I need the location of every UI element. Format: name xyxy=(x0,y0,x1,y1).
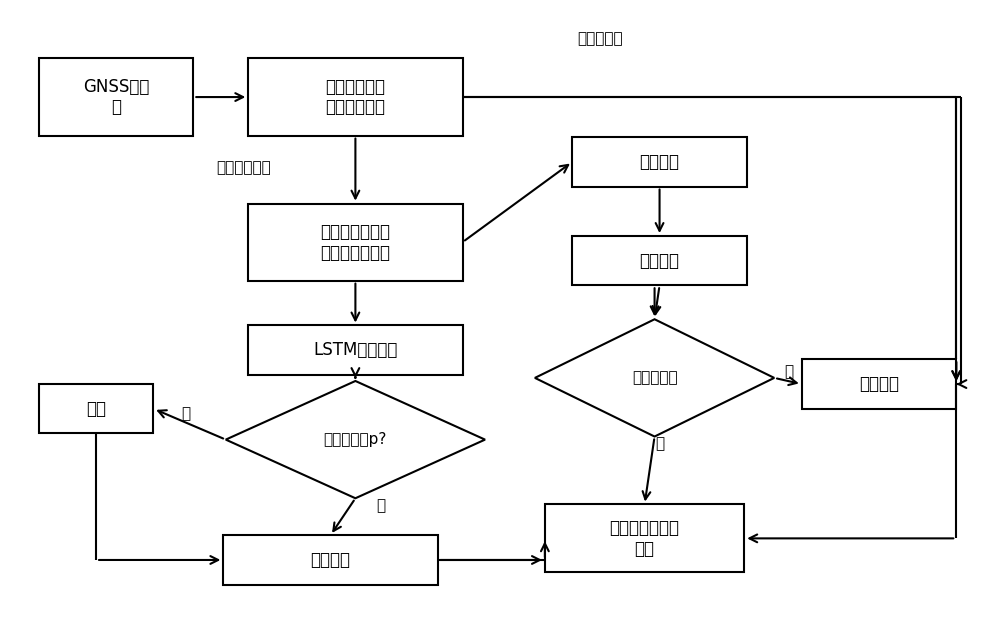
Text: 载波相位特征提
取及数据预处理: 载波相位特征提 取及数据预处理 xyxy=(320,223,390,262)
Text: LSTM神经网络: LSTM神经网络 xyxy=(313,341,398,359)
FancyBboxPatch shape xyxy=(39,384,153,433)
FancyBboxPatch shape xyxy=(248,203,463,281)
FancyBboxPatch shape xyxy=(248,326,463,375)
Text: 载波相位信息: 载波相位信息 xyxy=(216,161,271,175)
Text: 周跳修复: 周跳修复 xyxy=(859,375,899,393)
FancyBboxPatch shape xyxy=(545,505,744,572)
Text: 否: 否 xyxy=(376,498,385,513)
Text: 周跳探测: 周跳探测 xyxy=(640,252,680,270)
Polygon shape xyxy=(226,381,485,498)
FancyBboxPatch shape xyxy=(572,137,747,187)
Text: 输出载波相位测
量值: 输出载波相位测 量值 xyxy=(610,519,680,558)
FancyBboxPatch shape xyxy=(572,236,747,285)
Text: 处理次数为p?: 处理次数为p? xyxy=(324,432,387,447)
Text: 是: 是 xyxy=(785,364,794,379)
Text: 预测结果: 预测结果 xyxy=(310,551,350,569)
FancyBboxPatch shape xyxy=(39,58,193,136)
Text: 训练: 训练 xyxy=(86,400,106,418)
Polygon shape xyxy=(535,319,774,436)
Text: 否: 否 xyxy=(655,436,664,451)
Text: GNSS接收
机: GNSS接收 机 xyxy=(83,78,149,117)
FancyBboxPatch shape xyxy=(802,360,956,409)
Text: 载波相位测量
值、多普勒值: 载波相位测量 值、多普勒值 xyxy=(325,78,385,117)
FancyBboxPatch shape xyxy=(248,58,463,136)
Text: 计算误差: 计算误差 xyxy=(640,153,680,171)
Text: 多普勒信息: 多普勒信息 xyxy=(577,31,623,46)
FancyBboxPatch shape xyxy=(223,535,438,585)
Text: 发生周跳？: 发生周跳？ xyxy=(632,370,677,386)
Text: 是: 是 xyxy=(181,406,190,421)
